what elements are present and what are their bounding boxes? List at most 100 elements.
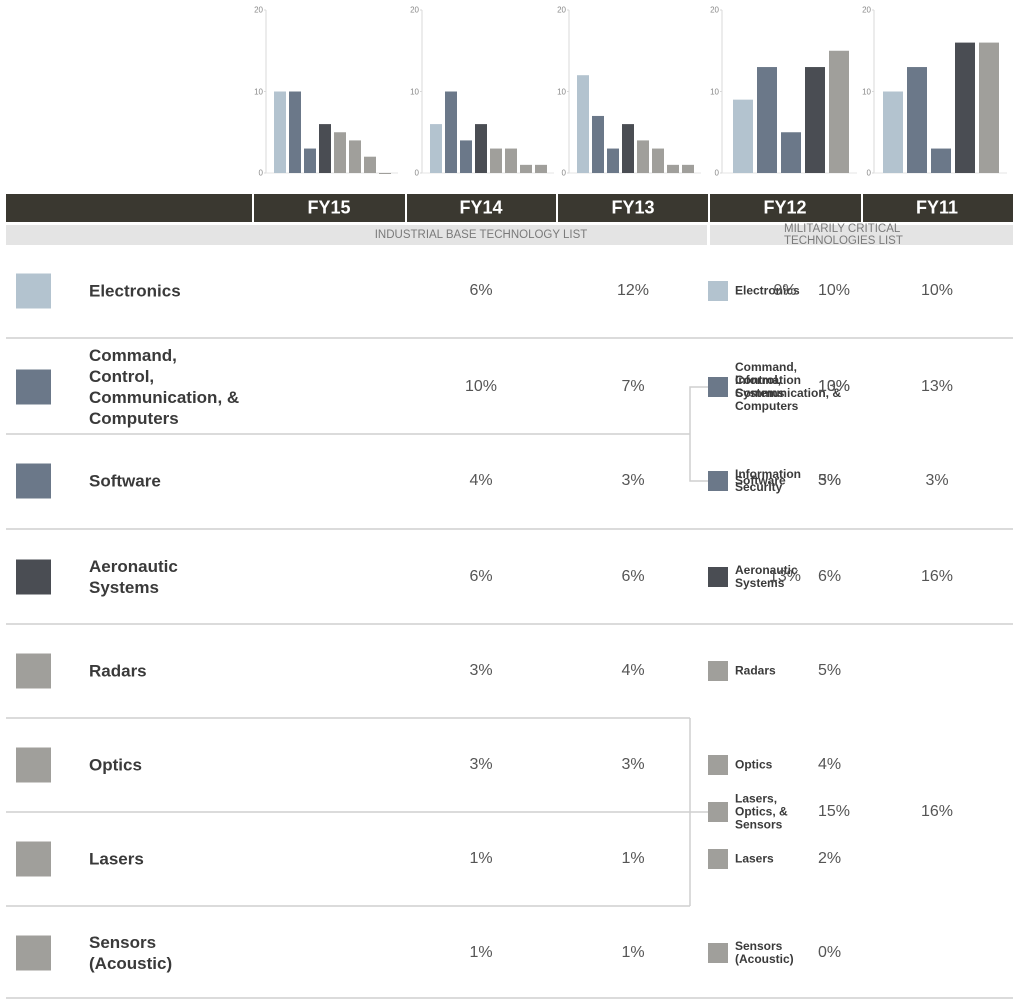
value-label: 10%	[818, 282, 851, 299]
value-label: 1%	[469, 850, 493, 867]
y-tick-label: 10	[710, 87, 719, 96]
bar	[733, 99, 753, 173]
value-label: 10%	[464, 378, 498, 395]
bar	[931, 148, 951, 173]
column-title: FY15	[307, 197, 351, 218]
sub-category-label: Aeronautic Systems	[735, 563, 798, 590]
value-label: 2%	[818, 850, 842, 867]
y-tick-label: 10	[410, 87, 419, 96]
bar	[430, 124, 442, 173]
value-label: 1%	[621, 944, 645, 961]
bar	[535, 164, 547, 173]
bar	[364, 156, 376, 173]
bar	[289, 91, 301, 173]
swatch	[16, 747, 51, 783]
sub-category-label: Software	[735, 473, 786, 488]
swatch	[16, 935, 51, 971]
bar	[592, 115, 604, 173]
value-label: 7%	[621, 378, 645, 395]
y-tick-label: 20	[254, 5, 263, 15]
value-label: 1%	[469, 944, 493, 961]
sub-category-label: Radars	[735, 663, 776, 678]
bar	[652, 148, 664, 173]
swatch	[708, 661, 728, 681]
bar	[319, 124, 331, 173]
header-divider	[708, 194, 710, 222]
y-tick-label: 20	[710, 5, 719, 15]
value-label: 16%	[920, 803, 954, 820]
header-divider	[556, 194, 558, 222]
swatch	[708, 755, 728, 775]
column-title: FY14	[459, 197, 503, 218]
value-label: 6%	[818, 568, 842, 585]
bar	[274, 91, 286, 173]
header-divider	[252, 194, 254, 222]
bar	[505, 148, 517, 173]
y-tick-label: 20	[557, 5, 566, 15]
value-label: 4%	[621, 662, 645, 679]
value-label: 3%	[621, 472, 645, 489]
value-label: 15%	[818, 803, 851, 820]
bar	[334, 132, 346, 173]
swatch	[16, 559, 51, 595]
bar	[445, 91, 457, 173]
subheader-bar	[710, 225, 1013, 245]
bar	[907, 67, 927, 173]
value-label: 4%	[818, 756, 842, 773]
bar	[829, 50, 849, 173]
column-title: FY12	[763, 197, 807, 218]
y-tick-label: 10	[254, 87, 263, 96]
bar	[490, 148, 502, 173]
row-label: Optics	[89, 755, 142, 775]
header-divider	[405, 194, 407, 222]
bar	[781, 132, 801, 173]
row-label: Aeronautic Systems	[89, 557, 178, 597]
sub-category-label: Optics	[735, 757, 773, 772]
swatch	[708, 377, 728, 397]
value-label: 6%	[469, 568, 493, 585]
bracket	[689, 386, 708, 482]
row-label: Software	[89, 471, 161, 491]
value-label: 3%	[818, 472, 842, 489]
value-label: 3%	[469, 756, 493, 773]
bar	[520, 164, 532, 173]
bar	[460, 140, 472, 173]
bar	[667, 164, 679, 173]
row-label: Electronics	[89, 281, 181, 301]
y-tick-label: 10	[557, 87, 566, 96]
bar	[622, 124, 634, 173]
column-title: FY13	[611, 197, 655, 218]
value-label: 6%	[621, 568, 645, 585]
value-label: 3%	[621, 756, 645, 773]
sub-category-label: Information Security	[735, 467, 801, 494]
bar	[475, 124, 487, 173]
group-label: INDUSTRIAL BASE TECHNOLOGY LIST	[374, 229, 588, 241]
y-tick-label: 0	[866, 168, 871, 178]
swatch	[16, 273, 51, 309]
bar	[349, 140, 361, 173]
value-label: 4%	[469, 472, 493, 489]
swatch	[16, 841, 51, 877]
value-label: 13%	[818, 378, 851, 395]
swatch	[708, 281, 728, 301]
bar	[379, 173, 391, 174]
value-label: 5%	[818, 472, 842, 489]
y-tick-label: 20	[862, 5, 871, 15]
bar	[979, 42, 999, 173]
value-label: 16%	[920, 568, 954, 585]
group-label: MILITARILY CRITICAL TECHNOLOGIES LIST	[784, 223, 903, 247]
bar	[883, 91, 903, 173]
swatch	[16, 463, 51, 499]
value-label: 13%	[920, 378, 954, 395]
sub-category-label: Command, Control, Communication, & Compu…	[735, 360, 842, 413]
swatch	[708, 471, 728, 491]
value-label: 9%	[773, 282, 797, 299]
value-label: 1%	[621, 850, 645, 867]
swatch	[708, 849, 728, 869]
sub-category-label: Information Systems	[735, 373, 801, 400]
value-label: 10%	[920, 282, 954, 299]
y-tick-label: 0	[258, 168, 263, 178]
bar	[577, 75, 589, 173]
sub-category-label: Lasers	[735, 851, 774, 866]
